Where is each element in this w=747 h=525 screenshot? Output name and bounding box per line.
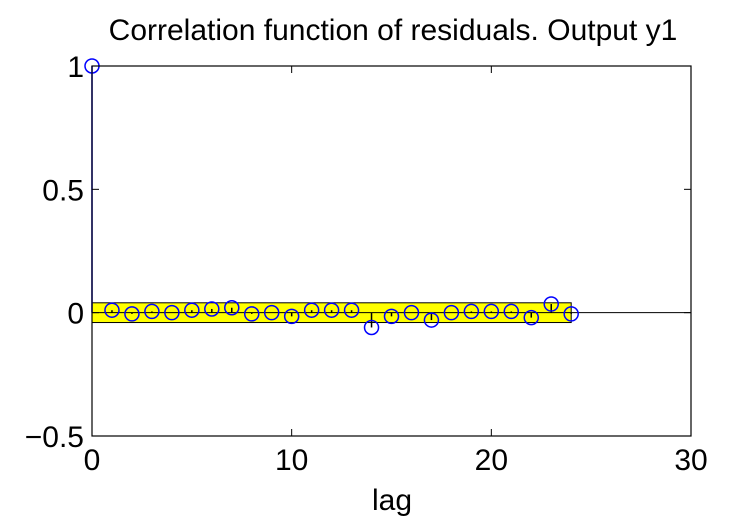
marker-lag-14 [363,319,380,336]
marker-lag-8 [243,306,260,322]
marker-lag-23 [543,296,559,312]
marker-lag-7 [224,299,240,316]
y-tick-label: 0 [67,298,84,331]
y-tick-label: −0.5 [25,421,84,454]
marker-lag-20 [483,303,500,320]
x-tick-label: 20 [475,444,508,477]
plot-area [92,66,691,436]
marker-lag-15 [383,308,400,325]
chart-title: Correlation function of residuals. Outpu… [109,14,678,47]
axes-frame [91,65,692,437]
marker-lag-3 [144,303,160,320]
marker-lag-17 [423,312,440,328]
y-tick-label: 0.5 [42,174,84,207]
marker-lag-16 [403,304,420,321]
marker-lag-1 [104,302,120,318]
marker-lag-13 [343,302,360,318]
x-axis-label: lag [372,484,412,517]
marker-lag-11 [303,302,320,318]
x-tick-label: 30 [674,444,707,477]
marker-lag-24 [563,306,579,322]
marker-lag-6 [204,301,220,317]
marker-lag-19 [463,303,480,320]
marker-lag-22 [523,309,540,326]
marker-lag-21 [503,303,520,320]
marker-lag-5 [184,302,200,318]
marker-lag-10 [283,308,300,325]
marker-lag-12 [323,302,340,318]
marker-lag-4 [164,304,180,321]
marker-lag-9 [263,304,280,321]
y-tick-label: 1 [67,51,84,84]
marker-lag-2 [124,306,140,322]
x-tick-label: 0 [84,444,101,477]
x-tick-label: 10 [275,444,308,477]
marker-lag-18 [443,304,460,321]
